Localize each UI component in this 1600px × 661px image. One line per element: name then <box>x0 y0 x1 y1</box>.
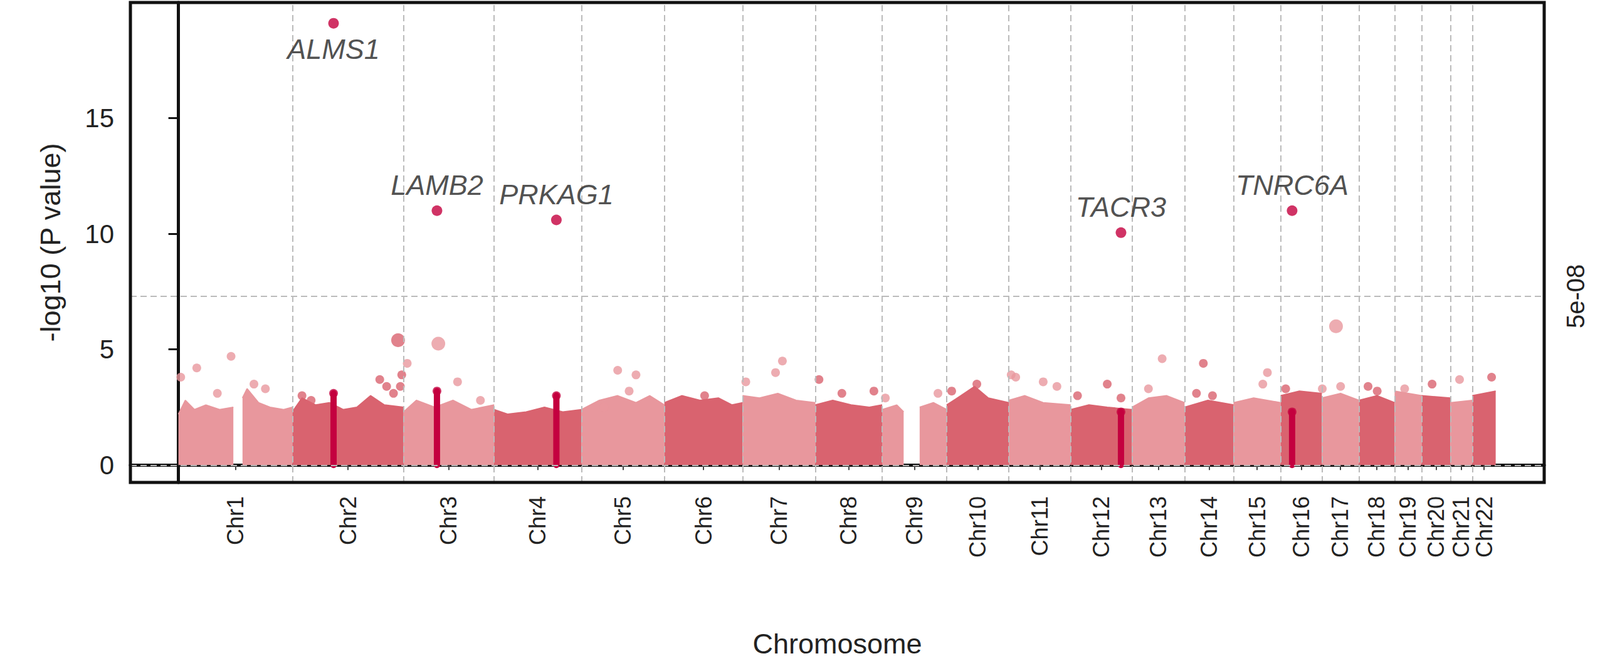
svg-text:PRKAG1: PRKAG1 <box>499 178 614 211</box>
svg-text:Chr12: Chr12 <box>1088 496 1115 558</box>
svg-text:Chr6: Chr6 <box>690 496 717 546</box>
svg-text:TACR3: TACR3 <box>1075 191 1167 224</box>
svg-text:5e-08: 5e-08 <box>1561 264 1590 329</box>
svg-text:Chr20: Chr20 <box>1423 496 1449 558</box>
svg-text:Chr4: Chr4 <box>524 496 551 546</box>
svg-text:15: 15 <box>84 103 115 133</box>
svg-text:5: 5 <box>99 334 115 365</box>
svg-text:Chr7: Chr7 <box>766 496 792 546</box>
svg-text:Chr18: Chr18 <box>1363 496 1390 558</box>
svg-text:Chr21: Chr21 <box>1448 496 1474 558</box>
svg-text:Chr13: Chr13 <box>1145 496 1172 558</box>
svg-text:Chr3: Chr3 <box>435 496 462 546</box>
svg-text:LAMB2: LAMB2 <box>390 169 484 202</box>
svg-text:Chr19: Chr19 <box>1394 496 1421 558</box>
svg-text:Chr2: Chr2 <box>335 496 362 546</box>
svg-text:-log10 (P value): -log10 (P value) <box>34 143 67 343</box>
svg-text:10: 10 <box>84 219 115 249</box>
svg-text:Chr17: Chr17 <box>1327 496 1353 558</box>
svg-text:Chr9: Chr9 <box>901 496 928 546</box>
svg-text:Chr16: Chr16 <box>1288 496 1315 558</box>
svg-text:0: 0 <box>99 450 115 481</box>
svg-text:Chr14: Chr14 <box>1196 496 1222 558</box>
svg-text:Chr10: Chr10 <box>964 496 991 558</box>
svg-text:Chr22: Chr22 <box>1471 496 1498 558</box>
svg-text:Chr5: Chr5 <box>610 496 636 546</box>
svg-text:Chromosome: Chromosome <box>752 628 922 661</box>
svg-text:Chr8: Chr8 <box>835 496 862 546</box>
svg-text:Chr1: Chr1 <box>222 496 249 546</box>
svg-text:ALMS1: ALMS1 <box>285 33 380 66</box>
svg-text:Chr11: Chr11 <box>1026 496 1053 557</box>
svg-text:Chr15: Chr15 <box>1244 496 1271 558</box>
svg-text:TNRC6A: TNRC6A <box>1235 169 1349 202</box>
